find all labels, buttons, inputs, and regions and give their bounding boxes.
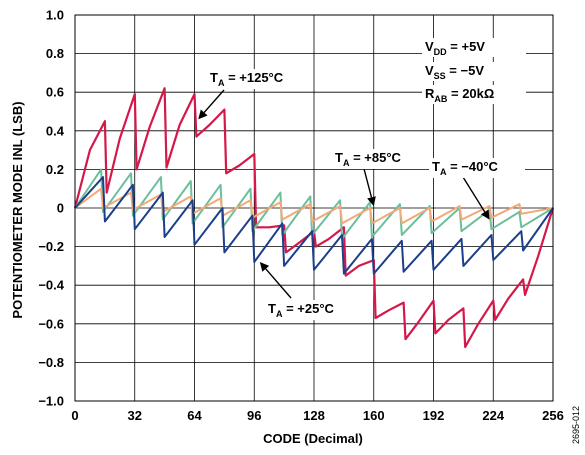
y-tick-label: −0.4: [38, 278, 64, 293]
x-tick-label: 192: [423, 408, 445, 423]
y-tick-label: 0.6: [46, 85, 64, 100]
x-tick-label: 0: [71, 408, 78, 423]
series-layer: [73, 87, 555, 349]
annotation-arrow-line: [362, 164, 373, 198]
annotation-arrow-line: [203, 89, 225, 113]
condition-bg: [422, 62, 526, 81]
annotation-arrow-head: [259, 262, 270, 272]
y-tick-label: −0.6: [38, 316, 64, 331]
x-tick-label: 96: [247, 408, 261, 423]
x-axis-title: CODE (Decimal): [263, 431, 363, 446]
y-tick-label: −0.2: [38, 239, 64, 254]
condition-text: VDD = +5V: [425, 39, 485, 57]
y-tick-label: −0.8: [38, 355, 64, 370]
annotation-bg: [429, 158, 525, 178]
condition-text: VSS = −5V: [425, 63, 484, 81]
annotation-arrow-head: [367, 196, 376, 207]
x-tick-label: 64: [187, 408, 202, 423]
annotation-bg: [332, 149, 428, 169]
x-tick-label: 32: [128, 408, 142, 423]
x-tick-label: 160: [363, 408, 385, 423]
y-tick-label: 0.8: [46, 46, 64, 61]
series-line-3: [74, 176, 554, 275]
condition-text: RAB = 20kΩ: [425, 86, 494, 104]
annotation-arrow-line: [462, 176, 486, 213]
test-conditions: VDD = +5V VSS = −5V RAB = 20kΩ: [422, 38, 526, 104]
series-line-0: [73, 87, 555, 349]
annotation-bg: [265, 300, 361, 320]
annotation-label-2: TA = −40°C: [432, 159, 499, 177]
y-tick-label: 0: [57, 201, 64, 216]
annotation-arrow-line: [265, 268, 292, 299]
condition-bg: [422, 85, 526, 104]
annotation-label-0: TA = +125°C: [210, 70, 284, 88]
y-axis-title: POTENTIOMETER MODE INL (LSB): [10, 101, 25, 318]
plot-frame: [74, 14, 554, 402]
series-line-2: [74, 187, 554, 225]
annotation-label-1: TA = +85°C: [335, 150, 402, 168]
annotation-label-3: TA = +25°C: [268, 301, 335, 319]
x-tick-label: 128: [303, 408, 325, 423]
annotation-arrow-head: [480, 209, 490, 220]
condition-bg: [422, 38, 526, 57]
series-annotations: TA = +125°C TA = +85°C TA = −40°C TA = +25°…: [198, 69, 525, 320]
annotation-arrow-head: [198, 109, 208, 120]
y-tick-label: −1.0: [38, 394, 64, 409]
y-tick-label: 0.4: [46, 123, 65, 138]
figure-id: 2695-012: [571, 406, 581, 444]
x-tick-labels: 0 32 64 96 128 160 192 224 256: [71, 408, 563, 423]
annotation-bg: [207, 69, 303, 89]
y-tick-label: 0.2: [46, 162, 64, 177]
y-tick-label: 1.0: [46, 8, 64, 23]
x-tick-label: 224: [482, 408, 504, 423]
y-tick-labels: 1.0 0.8 0.6 0.4 0.2 0 −0.2 −0.4 −0.6 −0.8 −1.0: [38, 8, 64, 409]
x-tick-label: 256: [542, 408, 564, 423]
